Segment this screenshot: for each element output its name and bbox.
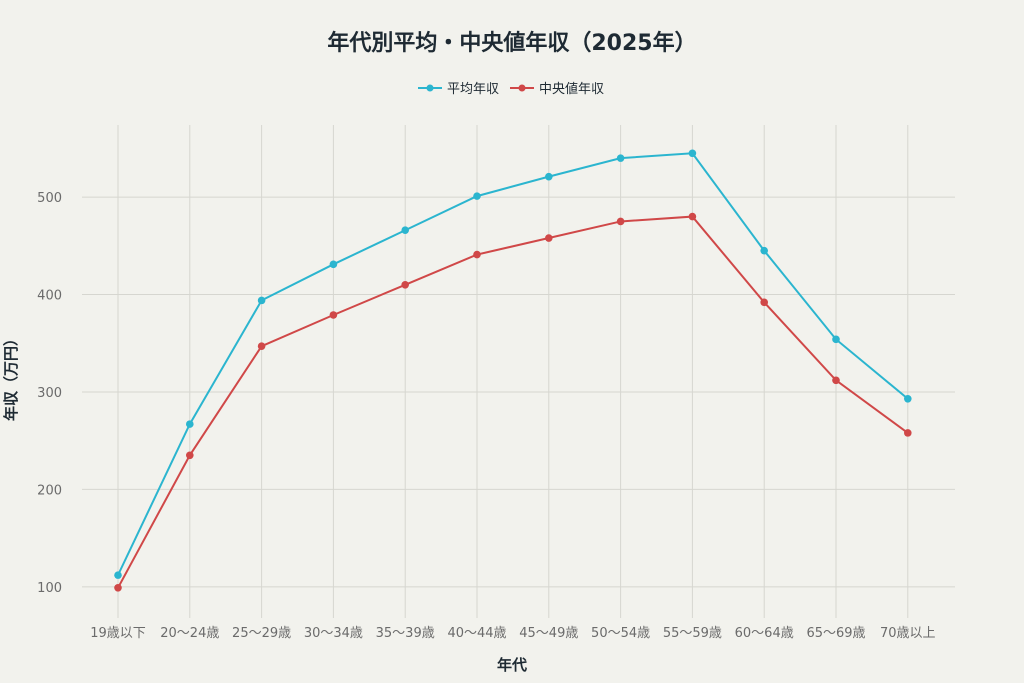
series-median [114,212,912,592]
x-tick-label: 30〜34歳 [304,626,363,641]
legend-label-median: 中央値年収 [539,81,604,97]
x-tick-label: 65〜69歳 [806,626,865,641]
series-group [114,149,912,592]
y-axis-title: 年収（万円） [2,331,20,421]
y-tick-label: 100 [37,581,62,596]
data-point-median[interactable] [473,250,481,259]
data-point-median[interactable] [114,583,122,592]
data-point-average[interactable] [186,420,194,428]
data-point-average[interactable] [616,154,625,162]
x-tick-label: 19歳以下 [90,626,146,641]
x-tick-label: 50〜54歳 [591,626,650,641]
x-tick-label: 40〜44歳 [447,626,506,641]
data-point-median[interactable] [401,280,410,289]
data-point-average[interactable] [401,226,410,235]
x-tick-label: 20〜24歳 [160,626,219,641]
data-point-median[interactable] [329,311,338,319]
x-tick-label: 45〜49歳 [519,626,578,641]
data-point-median[interactable] [186,451,194,460]
legend-item-average[interactable]: 平均年収 [418,82,499,97]
legend-label-average: 平均年収 [447,82,499,97]
data-point-median[interactable] [904,429,912,437]
y-tick-label: 500 [37,191,62,206]
gridlines [82,125,955,618]
data-point-median[interactable] [760,298,768,307]
legend: 平均年収 中央値年収 [418,81,604,97]
data-point-average[interactable] [904,394,912,403]
data-point-average[interactable] [545,172,553,181]
chart-title: 年代別平均・中央値年収（2025年） [327,30,696,56]
data-point-average[interactable] [329,260,338,269]
data-point-median[interactable] [832,376,840,385]
data-point-average[interactable] [832,335,840,344]
y-tick-label: 300 [37,386,62,401]
x-tick-label: 60〜64歳 [735,626,794,641]
x-axis-title: 年代 [497,656,527,674]
data-point-median[interactable] [257,342,266,350]
data-point-average[interactable] [473,192,481,200]
data-point-average[interactable] [114,571,122,579]
legend-item-median[interactable]: 中央値年収 [510,81,604,97]
data-point-median[interactable] [616,217,625,226]
series-line-median [117,215,909,589]
legend-marker-median [518,84,526,92]
x-tick-label: 25〜29歳 [232,626,291,641]
y-tick-label: 200 [37,483,62,498]
data-point-average[interactable] [257,296,266,305]
data-point-average[interactable] [688,149,697,158]
y-tick-label: 400 [37,289,62,304]
data-point-median[interactable] [688,212,697,221]
legend-marker-average [426,84,434,92]
data-point-median[interactable] [545,234,553,242]
series-average [114,149,912,579]
data-point-average[interactable] [760,246,768,255]
x-axis-ticks: 19歳以下 20〜24歳 25〜29歳 30〜34歳 35〜39歳 40〜44歳 45〜49… [90,626,935,641]
x-tick-label: 35〜39歳 [376,626,435,641]
y-axis-ticks: 100 200 300 400 500 [37,191,62,596]
series-line-average [117,152,909,576]
x-tick-label: 55〜59歳 [663,626,722,641]
x-tick-label: 70歳以上 [880,626,936,641]
